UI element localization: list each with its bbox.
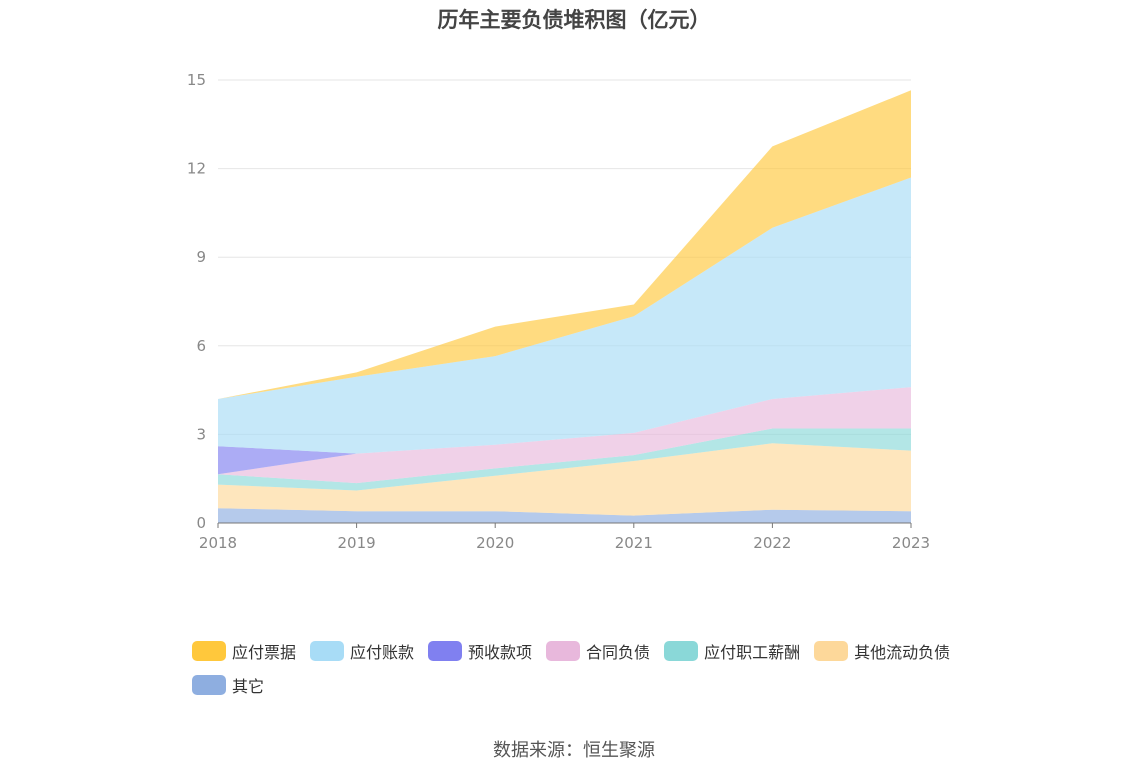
area-series-6 <box>218 90 911 400</box>
legend-label: 预收款项 <box>468 643 533 662</box>
area-series-1 <box>218 443 911 516</box>
x-tick-label: 2022 <box>753 534 791 552</box>
area-series-0 <box>218 508 911 523</box>
legend-swatch <box>192 675 226 695</box>
legend-item[interactable]: 应付职工薪酬 <box>664 640 800 662</box>
x-tick-label: 2021 <box>615 534 653 552</box>
legend-item[interactable]: 其他流动负债 <box>814 640 950 662</box>
area-chart: 0 3 6 9 12 15 2018 2019 2020 2021 2022 2023 <box>187 71 930 552</box>
legend-swatch <box>546 641 581 661</box>
legend-label: 其它 <box>232 677 265 696</box>
chart-legend: 应付票据 应付账款 预收款项 合同负债 应付职工薪酬 其他流动负债其它 <box>192 640 992 708</box>
legend-label: 其他流动负债 <box>854 643 951 662</box>
legend-item[interactable]: 合同负债 <box>546 640 650 662</box>
y-tick-label: 0 <box>196 514 206 532</box>
area-series-5 <box>218 177 911 454</box>
x-tick-label: 2023 <box>892 534 930 552</box>
y-tick-label: 12 <box>187 160 206 178</box>
legend-swatch <box>192 641 226 661</box>
y-tick-label: 6 <box>196 337 206 355</box>
chart-title: 历年主要负债堆积图（亿元） <box>437 8 711 32</box>
y-tick-label: 3 <box>196 425 206 443</box>
x-tick-label: 2019 <box>338 534 376 552</box>
legend-item[interactable]: 预收款项 <box>428 640 532 662</box>
y-tick-label: 9 <box>196 248 206 266</box>
legend-swatch <box>814 641 849 661</box>
data-source-note: 数据来源：恒生聚源 <box>493 740 655 761</box>
legend-swatch <box>664 641 699 661</box>
legend-item[interactable]: 其它 <box>192 674 264 696</box>
legend-label: 应付票据 <box>232 643 297 662</box>
legend-label: 合同负债 <box>586 643 651 662</box>
legend-swatch <box>428 641 463 661</box>
legend-item[interactable]: 应付票据 <box>192 640 296 662</box>
x-tick-label: 2020 <box>476 534 514 552</box>
x-tick-label: 2018 <box>199 534 237 552</box>
legend-swatch <box>310 641 345 661</box>
y-tick-label: 15 <box>187 71 206 89</box>
area-series-3 <box>218 387 911 484</box>
legend-item[interactable]: 应付账款 <box>310 640 414 662</box>
legend-label: 应付账款 <box>350 643 415 662</box>
area-series-2 <box>218 428 911 491</box>
legend-label: 应付职工薪酬 <box>704 643 801 662</box>
